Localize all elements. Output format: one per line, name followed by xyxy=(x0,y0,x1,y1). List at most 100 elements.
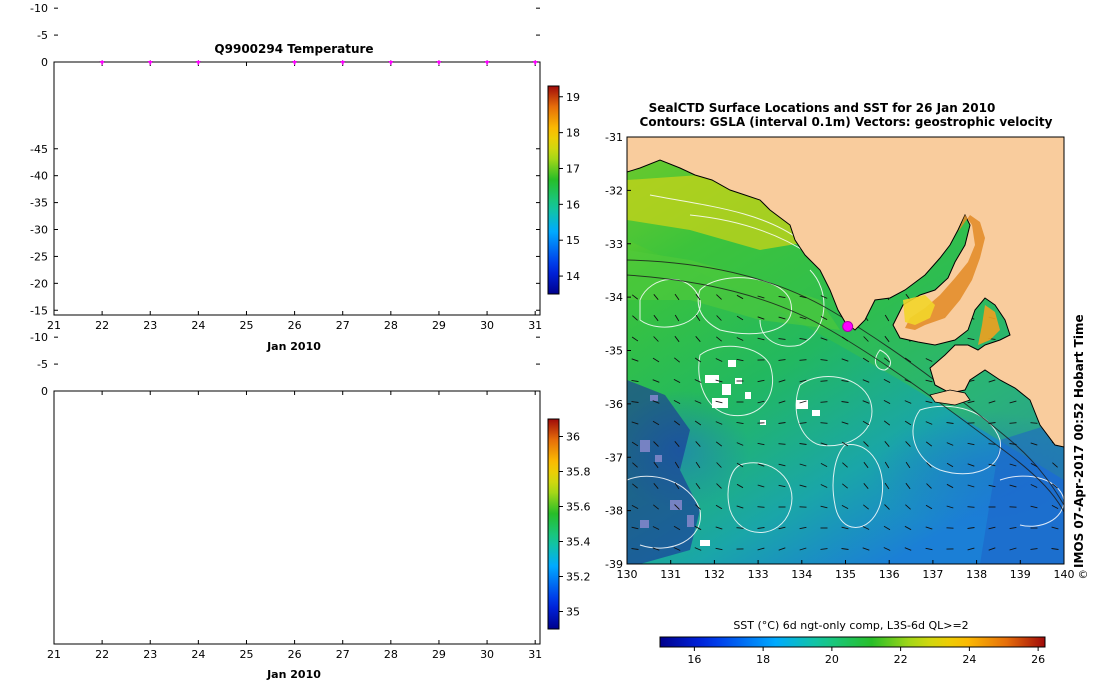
velocity-vector xyxy=(653,504,659,510)
velocity-vector xyxy=(736,505,744,509)
velocity-vector xyxy=(883,379,891,383)
velocity-vector xyxy=(946,442,954,446)
y-tick-label: 0 xyxy=(41,56,48,69)
velocity-vector xyxy=(757,442,765,446)
colorbar-tick-label: 35 xyxy=(566,606,580,619)
velocity-vector xyxy=(778,422,786,424)
profile-time-marker xyxy=(340,61,346,65)
velocity-vector xyxy=(673,525,681,531)
velocity-vector xyxy=(862,526,870,530)
profile-time-marker xyxy=(388,61,394,65)
colorbar-tick-label: 35.4 xyxy=(566,536,591,549)
sst-colorbar-tick-label: 18 xyxy=(756,653,770,666)
velocity-vector xyxy=(1009,443,1017,445)
velocity-vector xyxy=(736,337,744,341)
colorbar-tick-label: 35.6 xyxy=(566,501,591,514)
velocity-vector xyxy=(757,400,765,404)
temperature-colorbar-ticks: 19 18 17 16 15 14 xyxy=(559,91,580,283)
velocity-vector xyxy=(905,461,911,469)
velocity-vector xyxy=(757,379,765,383)
velocity-vector xyxy=(631,336,639,342)
velocity-vector xyxy=(653,336,659,342)
velocity-vector xyxy=(674,482,680,490)
velocity-vector xyxy=(799,443,807,445)
velocity-vector xyxy=(863,483,869,489)
velocity-vector xyxy=(695,336,701,342)
lon-tick-label: 138 xyxy=(966,568,987,581)
velocity-vector xyxy=(757,316,765,320)
velocity-vector xyxy=(653,461,659,469)
velocity-vector xyxy=(674,441,680,447)
salinity-colorbar-ticks: 36 35.8 35.6 35.4 35.2 35 xyxy=(559,431,591,619)
velocity-vector xyxy=(841,379,849,383)
velocity-vector xyxy=(674,314,680,322)
velocity-vector xyxy=(799,337,807,341)
y-tick-label: 0 xyxy=(41,385,48,398)
sst-colorbar-tick-label: 22 xyxy=(894,653,908,666)
y-tick-label: -35 xyxy=(30,197,48,210)
spencer-gulf-mouth-water xyxy=(903,295,935,325)
lat-tick-label: -37 xyxy=(605,451,623,464)
y-tick-label: -10 xyxy=(30,331,48,344)
velocity-vector xyxy=(842,462,848,468)
velocity-vector xyxy=(1009,547,1017,551)
velocity-vector xyxy=(631,441,639,447)
velocity-vector xyxy=(883,525,891,531)
velocity-vector xyxy=(820,401,828,403)
y-tick-label: -10 xyxy=(30,2,48,15)
x-tick-label: 31 xyxy=(528,319,542,332)
velocity-vector xyxy=(925,547,933,551)
velocity-vector xyxy=(841,441,849,447)
mid-shelf-water xyxy=(627,250,840,330)
velocity-vector xyxy=(967,442,975,446)
velocity-vector xyxy=(778,400,786,404)
gulf-st-vincent-water xyxy=(978,305,1000,345)
velocity-vector xyxy=(967,400,975,404)
profile-time-marker xyxy=(195,61,201,65)
velocity-vector xyxy=(1030,422,1038,424)
lon-tick-label: 130 xyxy=(617,568,638,581)
velocity-vector xyxy=(884,441,890,447)
velocity-vector xyxy=(778,526,786,530)
velocity-vector xyxy=(925,441,933,447)
x-tick-label: 28 xyxy=(384,648,398,661)
velocity-vector xyxy=(946,483,954,489)
velocity-vector xyxy=(1030,548,1038,550)
x-tick-label: 24 xyxy=(191,319,205,332)
velocity-vector xyxy=(863,461,869,469)
velocity-vector xyxy=(1009,400,1017,404)
velocity-vector xyxy=(967,463,975,467)
sst-colorbar-tick-label: 16 xyxy=(687,653,701,666)
velocity-vector xyxy=(716,462,722,468)
lon-tick-label: 135 xyxy=(835,568,856,581)
velocity-vector xyxy=(904,547,912,551)
velocity-vector xyxy=(716,315,722,321)
velocity-vector xyxy=(757,547,765,551)
velocity-vector xyxy=(736,315,744,321)
velocity-vector xyxy=(799,400,807,404)
lon-tick-label: 136 xyxy=(879,568,900,581)
velocity-vector xyxy=(715,526,723,530)
velocity-vector xyxy=(988,526,996,530)
y-tick-label: -5 xyxy=(37,358,48,371)
velocity-vector xyxy=(653,483,659,489)
velocity-vector xyxy=(841,505,849,509)
velocity-vector xyxy=(862,379,870,383)
map-title-line2: Contours: GSLA (interval 0.1m) Vectors: … xyxy=(640,115,1053,129)
colorbar-tick-label: 36 xyxy=(566,431,580,444)
velocity-vector xyxy=(715,441,723,447)
y-tick-label: -5 xyxy=(37,29,48,42)
velocity-vector xyxy=(1030,463,1038,467)
velocity-vector xyxy=(799,295,807,299)
y-tick-label: -40 xyxy=(30,170,48,183)
velocity-vector xyxy=(925,358,933,362)
velocity-vector xyxy=(925,421,933,425)
salinity-plot-frame xyxy=(53,390,541,645)
velocity-vector xyxy=(631,505,639,509)
velocity-vector xyxy=(716,294,722,300)
profile-time-marker xyxy=(484,61,490,65)
velocity-vector xyxy=(716,483,722,489)
velocity-vector xyxy=(632,462,638,468)
velocity-vector xyxy=(674,335,680,343)
